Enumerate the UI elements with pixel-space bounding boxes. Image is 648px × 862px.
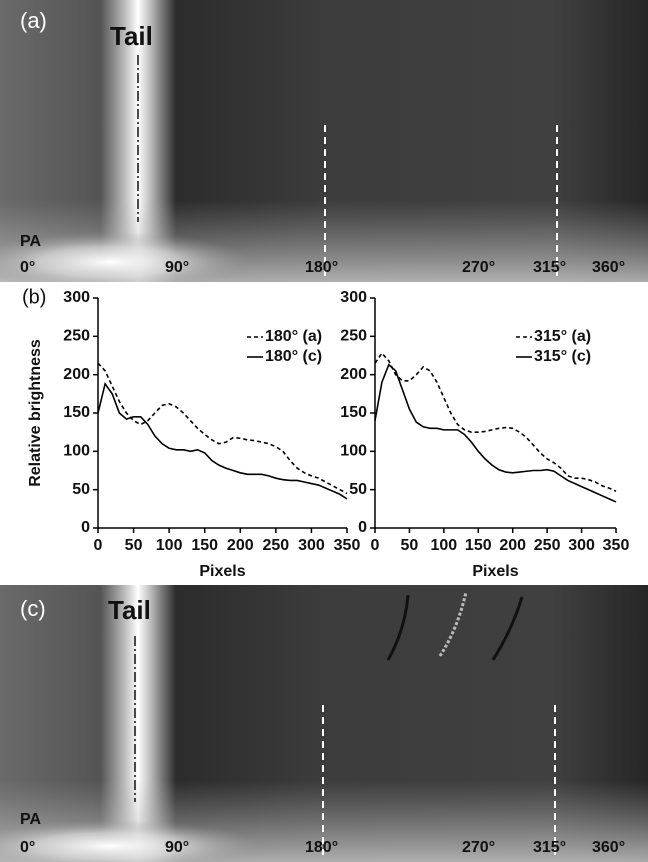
nucleus-glow <box>0 820 260 862</box>
streak <box>438 591 468 657</box>
x-tick-label: 100 <box>431 537 458 554</box>
x-tick-label: 250 <box>534 537 561 554</box>
feature-label: Tail <box>110 21 153 51</box>
angle-label: 0° <box>20 259 35 276</box>
axes <box>97 298 347 529</box>
x-tick-label: 200 <box>499 537 526 554</box>
angle-label: 360° <box>592 259 625 276</box>
streak <box>491 596 524 661</box>
streak <box>386 594 410 661</box>
nucleus-glow <box>0 232 250 292</box>
angle-label: 315° <box>533 839 566 856</box>
x-tick-label: 100 <box>156 537 183 554</box>
y-tick-label: 200 <box>63 366 90 383</box>
legend-label: 315° (c) <box>534 348 591 365</box>
angle-label: 180° <box>305 839 338 856</box>
x-tick-label: 150 <box>465 537 492 554</box>
legend-label: 180° (a) <box>265 328 322 345</box>
y-axis-label: Relative brightness <box>27 339 44 487</box>
angle-label: 90° <box>165 259 189 276</box>
angle-label: 0° <box>20 839 35 856</box>
x-tick-label: 300 <box>298 537 325 554</box>
panel-b <box>0 282 648 585</box>
x-tick-label: 0 <box>94 537 103 554</box>
x-tick-label: 350 <box>603 537 630 554</box>
panel-label: (c) <box>20 596 46 621</box>
y-tick-label: 100 <box>340 443 367 460</box>
x-axis-label: Pixels <box>199 563 245 580</box>
panel-a: (a) Tail PA <box>0 0 648 292</box>
panel-c: (c) Tail PA <box>0 585 648 862</box>
y-tick-label: 150 <box>340 404 367 421</box>
angle-label: 360° <box>592 839 625 856</box>
y-tick-label: 300 <box>340 289 367 306</box>
panel-label: (b) <box>22 286 46 308</box>
angle-label: 180° <box>305 259 338 276</box>
angle-label: 90° <box>165 839 189 856</box>
angle-label: 270° <box>462 839 495 856</box>
angle-label: 270° <box>462 259 495 276</box>
y-tick-label: 0 <box>358 519 367 536</box>
x-tick-label: 250 <box>263 537 290 554</box>
data-line <box>374 363 617 503</box>
y-tick-label: 250 <box>63 328 90 345</box>
y-tick-label: 200 <box>340 366 367 383</box>
x-tick-label: 50 <box>401 537 419 554</box>
y-tick-label: 100 <box>63 443 90 460</box>
axis-name: PA <box>20 811 41 828</box>
x-axis-label: Pixels <box>472 563 518 580</box>
data-line <box>374 351 617 492</box>
axes <box>374 298 616 529</box>
x-tick-label: 150 <box>191 537 218 554</box>
x-tick-label: 350 <box>334 537 361 554</box>
y-tick-label: 50 <box>72 481 90 498</box>
x-tick-label: 0 <box>371 537 380 554</box>
y-tick-label: 150 <box>63 404 90 421</box>
y-tick-label: 250 <box>340 328 367 345</box>
panel-label: (a) <box>20 8 47 33</box>
x-tick-label: 50 <box>125 537 143 554</box>
legend-label: 315° (a) <box>534 328 591 345</box>
legend-label: 180° (c) <box>265 348 322 365</box>
x-tick-label: 300 <box>568 537 595 554</box>
data-line <box>97 381 348 500</box>
axis-name: PA <box>20 233 41 250</box>
y-tick-label: 50 <box>349 481 367 498</box>
x-tick-label: 200 <box>227 537 254 554</box>
angle-label: 315° <box>533 259 566 276</box>
y-tick-label: 300 <box>63 289 90 306</box>
feature-label: Tail <box>108 595 151 625</box>
y-tick-label: 0 <box>81 519 90 536</box>
